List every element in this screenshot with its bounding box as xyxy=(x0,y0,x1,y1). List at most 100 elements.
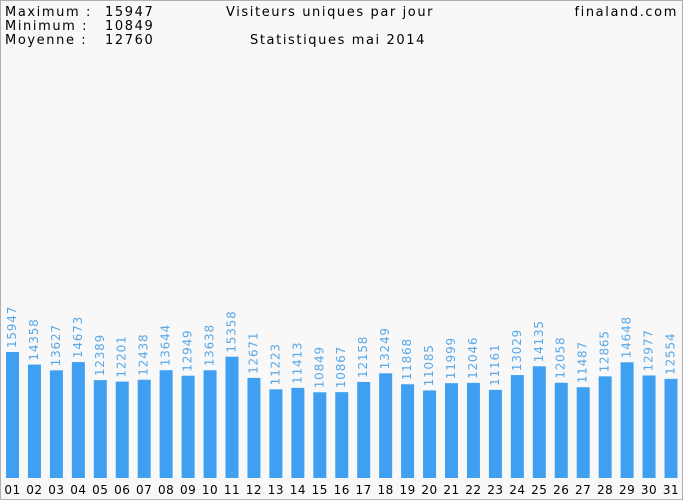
value-label: 12554 xyxy=(664,333,678,375)
value-label: 12158 xyxy=(356,336,370,378)
bar xyxy=(6,352,19,478)
x-tick-label: 12 xyxy=(246,483,262,497)
bar xyxy=(357,381,371,478)
chart-subtitle: Statistiques mai 2014 xyxy=(250,33,426,48)
x-tick-label: 29 xyxy=(619,483,635,497)
value-label: 12865 xyxy=(598,330,612,372)
bar xyxy=(598,376,612,478)
x-tick-label: 07 xyxy=(136,483,152,497)
bar xyxy=(488,389,502,478)
value-label: 14135 xyxy=(532,320,546,362)
x-tick-label: 26 xyxy=(553,483,569,497)
bar xyxy=(93,380,107,478)
x-tick-label: 21 xyxy=(443,483,459,497)
bar xyxy=(115,381,129,478)
x-tick-label: 19 xyxy=(399,483,415,497)
x-tick-label: 10 xyxy=(202,483,218,497)
x-tick-label: 04 xyxy=(70,483,86,497)
x-tick-label: 14 xyxy=(290,483,306,497)
value-label: 11999 xyxy=(444,337,458,379)
x-tick-label: 20 xyxy=(421,483,437,497)
value-label: 12389 xyxy=(93,334,107,376)
value-label: 15358 xyxy=(225,310,239,352)
site-name: finaland.com xyxy=(574,5,678,20)
value-label: 13644 xyxy=(159,324,173,366)
x-tick-label: 17 xyxy=(356,483,372,497)
x-tick-label: 03 xyxy=(48,483,64,497)
value-label: 11085 xyxy=(422,344,436,386)
bar xyxy=(137,379,151,478)
value-label: 14358 xyxy=(27,318,41,360)
bar xyxy=(159,370,173,478)
bar xyxy=(203,370,217,478)
bar xyxy=(510,375,524,478)
x-tick-label: 15 xyxy=(312,483,328,497)
x-tick-label: 06 xyxy=(114,483,130,497)
bar xyxy=(247,377,261,478)
x-tick-label: 02 xyxy=(26,483,42,497)
value-label: 14673 xyxy=(71,316,85,358)
stat-value: 15947 xyxy=(105,5,154,20)
bar xyxy=(49,370,63,478)
value-label: 11161 xyxy=(488,344,502,386)
stat-value: 10849 xyxy=(105,19,154,34)
value-label: 12058 xyxy=(554,337,568,379)
value-label: 12977 xyxy=(642,329,656,371)
value-label: 13249 xyxy=(378,327,392,369)
value-label: 12671 xyxy=(246,332,260,374)
bar xyxy=(401,384,415,478)
stat-value: 12760 xyxy=(105,33,154,48)
bar xyxy=(532,366,546,478)
bar xyxy=(423,390,437,478)
value-label: 12201 xyxy=(115,335,129,377)
bar xyxy=(642,375,656,478)
bar xyxy=(554,382,568,478)
value-label: 12949 xyxy=(181,330,195,372)
bar xyxy=(27,364,41,478)
x-tick-label: 09 xyxy=(180,483,196,497)
x-tick-label: 05 xyxy=(92,483,108,497)
bar xyxy=(291,387,305,478)
bar xyxy=(335,392,349,478)
value-label: 10849 xyxy=(312,346,326,388)
value-label: 12438 xyxy=(137,334,151,376)
x-tick-label: 27 xyxy=(575,483,591,497)
bar xyxy=(269,389,283,478)
bar xyxy=(181,375,195,478)
value-label: 13627 xyxy=(49,324,63,366)
x-tick-label: 01 xyxy=(4,483,20,497)
chart-title: Visiteurs uniques par jour xyxy=(226,5,434,20)
x-tick-label: 08 xyxy=(158,483,174,497)
x-tick-label: 28 xyxy=(597,483,613,497)
bar xyxy=(225,356,239,478)
bar xyxy=(664,378,678,478)
x-tick-label: 30 xyxy=(641,483,657,497)
x-tick-label: 31 xyxy=(663,483,679,497)
x-tick-label: 11 xyxy=(224,483,240,497)
value-label: 14648 xyxy=(620,316,634,358)
x-tick-label: 13 xyxy=(268,483,284,497)
x-tick-label: 18 xyxy=(378,483,394,497)
stat-label: Minimum : xyxy=(5,19,88,34)
bar xyxy=(445,383,458,478)
value-label: 11487 xyxy=(576,341,590,383)
bar xyxy=(313,392,327,478)
stat-label: Maximum : xyxy=(5,5,92,20)
value-label: 11868 xyxy=(400,338,414,380)
value-label: 12046 xyxy=(466,337,480,379)
stat-label: Moyenne : xyxy=(5,33,87,48)
value-label: 11413 xyxy=(290,342,304,384)
bar xyxy=(379,373,393,478)
x-tick-label: 23 xyxy=(487,483,503,497)
bar xyxy=(620,362,634,478)
bar xyxy=(466,382,480,478)
value-label: 13029 xyxy=(510,329,524,371)
x-tick-label: 16 xyxy=(334,483,350,497)
value-label: 15947 xyxy=(5,306,19,348)
x-tick-label: 22 xyxy=(465,483,481,497)
value-label: 11223 xyxy=(268,343,282,385)
bar xyxy=(576,387,590,478)
value-label: 13638 xyxy=(203,324,217,366)
value-label: 10867 xyxy=(334,346,348,388)
